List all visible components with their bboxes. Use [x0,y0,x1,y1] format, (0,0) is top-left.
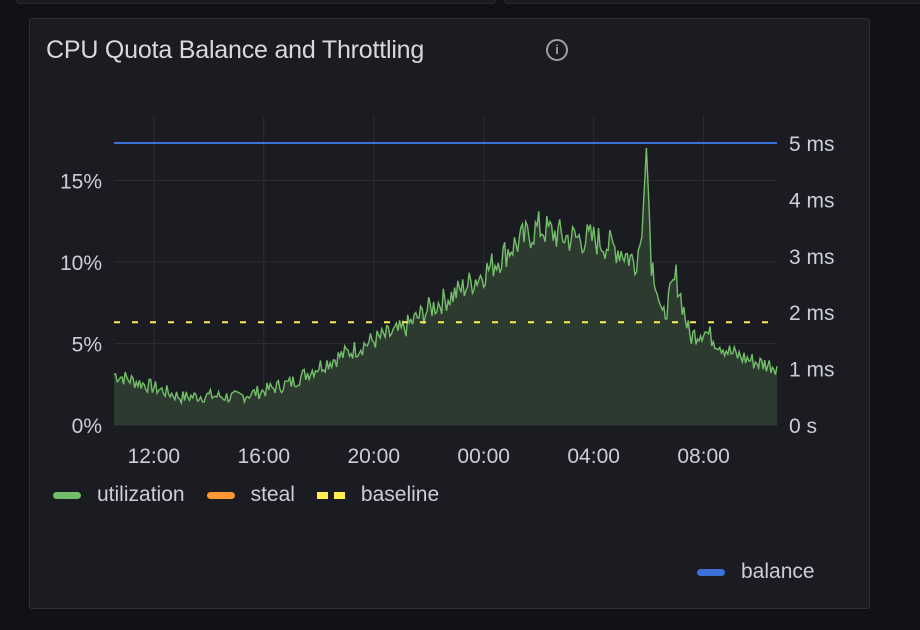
y-right-tick-label: 2 ms [789,302,835,325]
utilization-line [113,147,778,406]
utilization-swatch-icon [53,491,81,499]
y-right-tick-label: 0 s [789,415,817,438]
x-tick-label: 04:00 [567,445,620,468]
y-left-tick-label: 10% [60,252,102,275]
y-left-tick-label: 5% [72,334,102,357]
y-right-tick-label: 1 ms [789,359,835,382]
legend-item-baseline[interactable]: baseline [316,483,440,507]
legend-bottom-left: utilization steal baseline [53,483,439,507]
y-right-tick-label: 5 ms [789,133,835,156]
baseline-dashed-swatch-icon [316,491,345,499]
legend-item-utilization[interactable]: utilization [53,483,185,507]
legend-item-steal[interactable]: steal [206,483,295,507]
y-right-tick-label: 3 ms [789,246,835,269]
y-left-tick-label: 0% [72,415,102,438]
x-tick-label: 08:00 [677,445,730,468]
legend-label: utilization [97,483,185,506]
x-tick-label: 20:00 [347,445,400,468]
legend-label: baseline [360,483,440,506]
panel-title: CPU Quota Balance and Throttling [46,36,425,64]
legend-label: balance [741,560,815,583]
x-tick-label: 00:00 [457,445,510,468]
x-tick-label: 12:00 [128,445,181,468]
info-circle-icon[interactable]: i [546,39,568,61]
steal-swatch-icon [206,491,235,499]
legend-item-balance[interactable]: balance [697,560,815,584]
y-right-tick-label: 4 ms [789,189,835,212]
legend-label: steal [250,483,295,506]
adjacent-panel-edge [504,0,920,4]
balance-swatch-icon [697,568,725,576]
x-tick-label: 16:00 [238,445,291,468]
y-left-tick-label: 15% [60,171,102,194]
utilization-area [114,147,777,425]
